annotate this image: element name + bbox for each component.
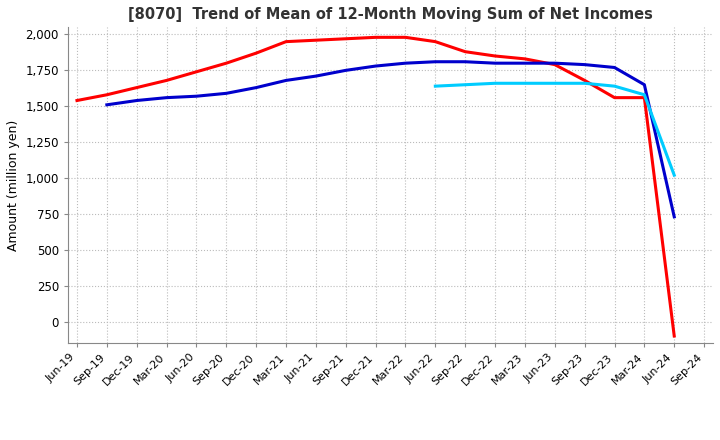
Y-axis label: Amount (million yen): Amount (million yen): [7, 120, 20, 251]
Title: [8070]  Trend of Mean of 12-Month Moving Sum of Net Incomes: [8070] Trend of Mean of 12-Month Moving …: [128, 7, 653, 22]
